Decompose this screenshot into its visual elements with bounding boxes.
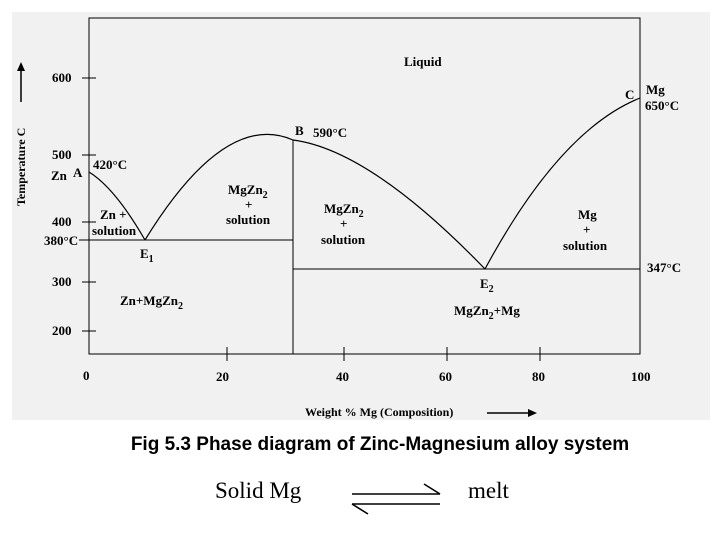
point-label-a: A (73, 165, 83, 180)
region-mg-solution-line3: solution (563, 238, 608, 253)
region-mgzn2-right-plus: + (340, 216, 347, 231)
mgzn2-text: MgZn (228, 182, 263, 197)
liquidus-mg-branch (484, 97, 641, 270)
region-zn-solution-line2: solution (92, 223, 137, 238)
point-label-c: C (625, 87, 634, 102)
y-tick-label: 200 (52, 323, 72, 338)
label-zn: Zn (51, 168, 68, 183)
liquidus-zn-branch (88, 171, 146, 241)
point-label-e2: E2 (480, 276, 494, 295)
region-mg-solution-line1: Mg (578, 207, 597, 222)
label-e2-temp: 347°C (647, 260, 681, 275)
y-axis-title: Temperature C (14, 128, 28, 206)
region-mgzn2-right-line3: solution (321, 232, 366, 247)
liquidus-mgzn2-right (292, 139, 486, 270)
region-mgzn2-left-plus: + (245, 197, 252, 212)
region-mg-solution-plus: + (583, 222, 590, 237)
x-tick-label: 80 (532, 369, 545, 384)
label-mg-melting-temp: 650°C (645, 98, 679, 113)
region-zn-solution-line1: Zn + (100, 207, 127, 222)
label-mg: Mg (646, 82, 665, 97)
x-axis-title: Weight % Mg (Composition) (305, 405, 453, 419)
e1-letter: E (140, 246, 149, 261)
reaction-right-text: melt (468, 478, 509, 503)
y-tick-label: 500 (52, 147, 72, 162)
zn-mgzn2-subscript: 2 (178, 301, 183, 312)
mgzn2-subscript: 2 (263, 190, 268, 201)
e2-subscript: 2 (489, 284, 494, 295)
region-mgzn2-mg: MgZn2+Mg (454, 303, 520, 322)
region-mgzn2-right-line1: MgZn2 (324, 201, 364, 220)
x-tick-label: 0 (83, 368, 90, 383)
mgzn2-mg-subscript: 2 (489, 311, 494, 322)
region-zn-mgzn2: Zn+MgZn2 (120, 293, 183, 312)
mgzn2-mg-tail: +Mg (494, 303, 521, 318)
liquidus-mgzn2-left (144, 133, 294, 241)
region-label-liquid: Liquid (404, 54, 442, 69)
reverse-arrow-head (351, 503, 369, 515)
point-label-e1: E1 (140, 246, 154, 265)
x-tick-label: 100 (631, 369, 651, 384)
mgzn2-subscript: 2 (359, 209, 364, 220)
x-axis: 0 20 40 60 80 100 (83, 347, 651, 384)
e1-subscript: 1 (149, 254, 154, 265)
equilibrium-arrows-icon (351, 483, 441, 515)
figure-caption: Fig 5.3 Phase diagram of Zinc-Magnesium … (130, 434, 630, 455)
y-axis: 600 500 400 300 200 (52, 70, 96, 338)
point-label-b: B (295, 123, 304, 138)
mgzn2-mg-text: MgZn (454, 303, 489, 318)
x-tick-label: 20 (216, 369, 229, 384)
y-tick-label: 300 (52, 274, 72, 289)
mgzn2-text: MgZn (324, 201, 359, 216)
plot-frame (88, 17, 641, 355)
e2-letter: E (480, 276, 489, 291)
y-axis-arrowhead (17, 62, 25, 71)
x-tick-label: 40 (336, 369, 349, 384)
y-tick-label: 400 (52, 214, 72, 229)
figure-background (12, 12, 710, 420)
region-mgzn2-left-line3: solution (226, 212, 271, 227)
region-mgzn2-left-line1: MgZn2 (228, 182, 268, 201)
zn-mgzn2-text: Zn+MgZn (120, 293, 179, 308)
forward-arrow-head (423, 483, 441, 495)
reaction-left-text: Solid Mg (215, 478, 302, 503)
x-axis-arrowhead (528, 409, 537, 417)
label-zn-melting-temp: 420°C (93, 157, 127, 172)
x-tick-label: 60 (439, 369, 452, 384)
label-b-temp: 590°C (313, 125, 347, 140)
label-e1-temp: 380°C (44, 233, 78, 248)
y-tick-label: 600 (52, 70, 72, 85)
